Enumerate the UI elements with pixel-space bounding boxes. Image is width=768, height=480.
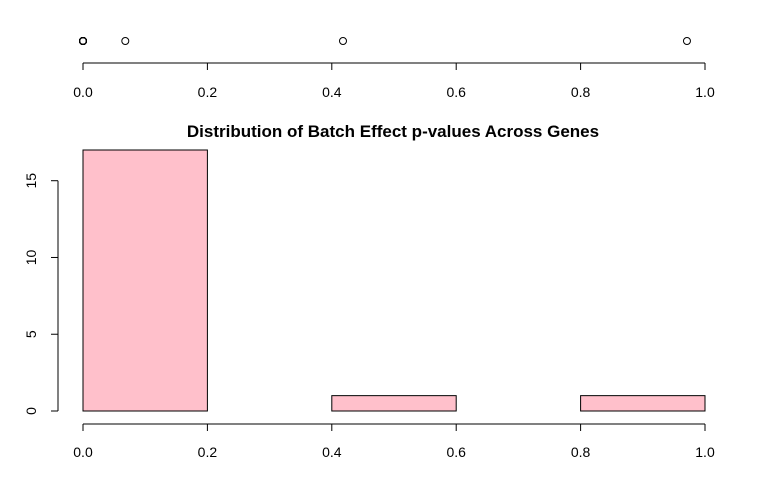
strip-x-tick-label-3: 0.6 <box>446 84 466 100</box>
histogram-bar-0 <box>82 149 208 412</box>
histogram: Distribution of Batch Effect p-values Ac… <box>23 122 715 460</box>
hist-y-tick-label-0: 0 <box>23 407 39 415</box>
hist-x-tick-label-1: 0.2 <box>198 444 218 460</box>
hist-x-tick-label-4: 0.8 <box>571 444 591 460</box>
hist-y-tick-label-3: 15 <box>23 173 39 189</box>
strip-point-16 <box>121 37 130 45</box>
strip-point-17 <box>338 37 347 45</box>
strip-plot: 0.0 0.2 0.4 0.6 0.8 1.0 <box>73 37 715 100</box>
hist-y-tick-label-1: 5 <box>23 330 39 338</box>
hist-x-tick-label-2: 0.4 <box>322 444 342 460</box>
hist-y-tick-label-2: 10 <box>23 249 39 265</box>
hist-x-tick-label-5: 1.0 <box>695 444 715 460</box>
strip-x-tick-label-2: 0.4 <box>322 84 342 100</box>
chart-title: Distribution of Batch Effect p-values Ac… <box>187 122 599 141</box>
hist-x-tick-label-3: 0.6 <box>446 444 466 460</box>
strip-point-18 <box>682 37 691 45</box>
strip-x-tick-label-4: 0.8 <box>571 84 591 100</box>
histogram-bar-4 <box>580 395 706 412</box>
strip-x-tick-label-5: 1.0 <box>695 84 715 100</box>
histogram-bar-2 <box>331 395 457 412</box>
strip-x-tick-label-0: 0.0 <box>73 84 93 100</box>
hist-x-tick-label-0: 0.0 <box>73 444 93 460</box>
strip-x-tick-label-1: 0.2 <box>198 84 218 100</box>
strip-point-15 <box>79 37 87 45</box>
